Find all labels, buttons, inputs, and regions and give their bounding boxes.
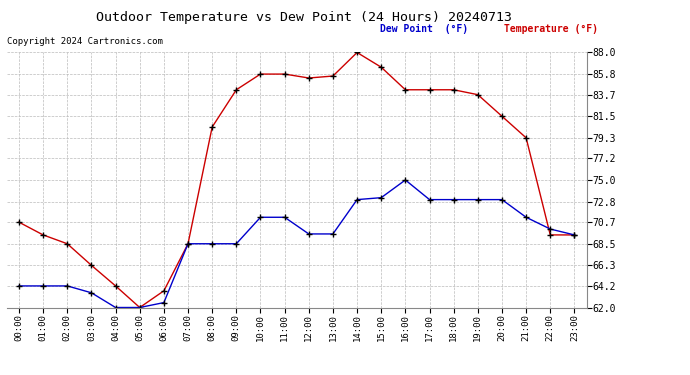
Text: Temperature (°F): Temperature (°F) [504,24,598,34]
Text: Dew Point  (°F): Dew Point (°F) [380,24,468,34]
Text: Copyright 2024 Cartronics.com: Copyright 2024 Cartronics.com [7,38,163,46]
Text: Outdoor Temperature vs Dew Point (24 Hours) 20240713: Outdoor Temperature vs Dew Point (24 Hou… [96,11,511,24]
